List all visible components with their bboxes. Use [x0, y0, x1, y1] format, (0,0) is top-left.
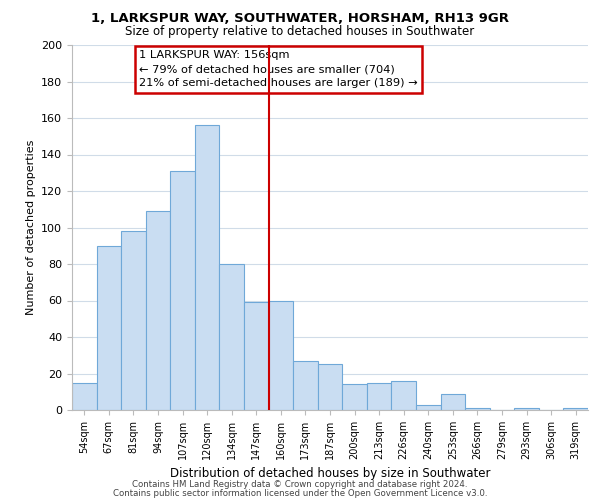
Bar — [563, 408, 588, 410]
Bar — [293, 360, 318, 410]
Bar — [514, 408, 539, 410]
Bar — [318, 364, 342, 410]
Text: Contains public sector information licensed under the Open Government Licence v3: Contains public sector information licen… — [113, 488, 487, 498]
Bar — [97, 246, 121, 410]
Bar — [146, 211, 170, 410]
Bar — [220, 264, 244, 410]
Bar — [121, 231, 146, 410]
Bar — [367, 382, 391, 410]
Text: 1, LARKSPUR WAY, SOUTHWATER, HORSHAM, RH13 9GR: 1, LARKSPUR WAY, SOUTHWATER, HORSHAM, RH… — [91, 12, 509, 26]
Bar — [170, 171, 195, 410]
Text: Size of property relative to detached houses in Southwater: Size of property relative to detached ho… — [125, 25, 475, 38]
Bar — [440, 394, 465, 410]
Bar — [244, 302, 269, 410]
Text: 1 LARKSPUR WAY: 156sqm
← 79% of detached houses are smaller (704)
21% of semi-de: 1 LARKSPUR WAY: 156sqm ← 79% of detached… — [139, 50, 418, 88]
Bar — [416, 404, 440, 410]
Bar — [342, 384, 367, 410]
Bar — [391, 381, 416, 410]
Bar — [72, 382, 97, 410]
Bar — [269, 300, 293, 410]
Bar — [195, 126, 220, 410]
Bar — [465, 408, 490, 410]
X-axis label: Distribution of detached houses by size in Southwater: Distribution of detached houses by size … — [170, 468, 490, 480]
Text: Contains HM Land Registry data © Crown copyright and database right 2024.: Contains HM Land Registry data © Crown c… — [132, 480, 468, 489]
Y-axis label: Number of detached properties: Number of detached properties — [26, 140, 35, 315]
